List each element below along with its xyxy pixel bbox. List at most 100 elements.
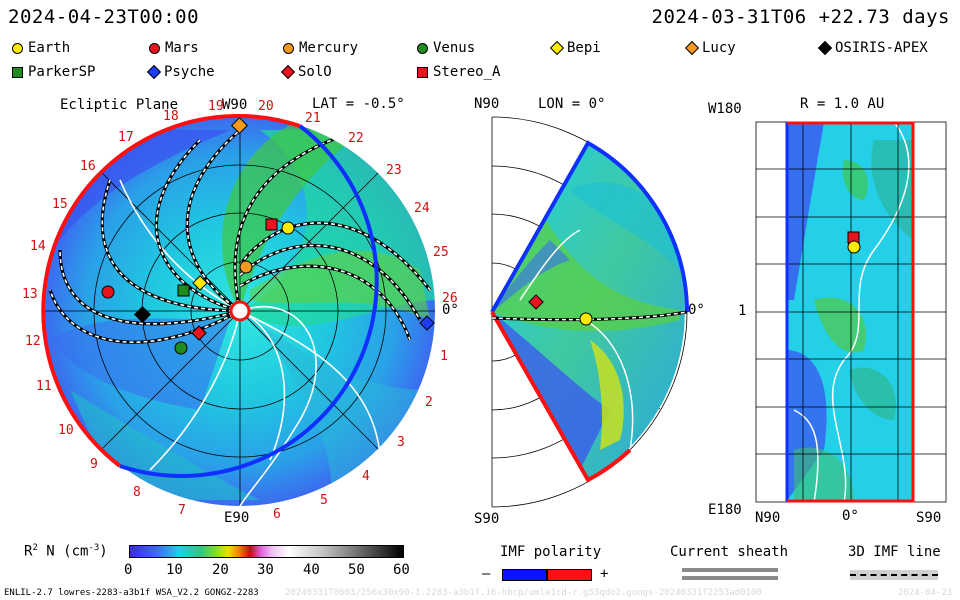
svg-text:2: 2 xyxy=(425,395,433,410)
imf-3d-title: 3D IMF line xyxy=(848,544,941,560)
svg-text:14: 14 xyxy=(30,239,46,254)
svg-text:4: 4 xyxy=(362,469,370,484)
current-sheath-title: Current sheath xyxy=(670,544,789,560)
map-grid xyxy=(755,121,947,503)
svg-text:13: 13 xyxy=(22,287,38,302)
imf-positive-swatch xyxy=(547,569,592,581)
model-time: 2024-04-23T00:00 xyxy=(8,6,200,28)
sun-icon xyxy=(229,300,251,322)
svg-text:9: 9 xyxy=(90,457,98,472)
solo-marker-icon xyxy=(280,64,296,80)
svg-text:11: 11 xyxy=(36,379,52,394)
run-time: 2024-03-31T06 +22.73 days xyxy=(651,6,950,28)
bepi-marker-icon xyxy=(549,40,565,56)
venus-marker-icon xyxy=(174,341,188,355)
svg-text:21: 21 xyxy=(305,111,321,126)
current-sheath-swatch-bottom xyxy=(682,576,778,580)
legend-osiris-apex: OSIRIS-APEX xyxy=(817,40,928,56)
ecliptic-plot: 1 2 3 4 5 6 7 8 9 10 11 12 13 14 15 16 1… xyxy=(22,99,458,522)
legend-solo: SolO xyxy=(280,64,332,80)
osiris-apex-marker-icon xyxy=(134,306,151,323)
meridional-top-label: N90 xyxy=(474,96,500,112)
ecliptic-boundary-positive xyxy=(41,114,301,468)
svg-text:17: 17 xyxy=(118,130,134,145)
svg-text:12: 12 xyxy=(25,334,41,349)
meridional-bottom-label: S90 xyxy=(474,511,500,527)
legend-parkersp: ParkerSP xyxy=(12,64,95,80)
mercury-marker-icon xyxy=(239,260,253,274)
solo-marker-icon xyxy=(191,325,207,341)
legend-venus: Venus xyxy=(417,40,475,56)
parkersp-marker-icon xyxy=(177,284,190,297)
svg-text:7: 7 xyxy=(178,503,186,518)
map-radius: R = 1.0 AU xyxy=(800,96,885,112)
footer-date: 2024-04-23 xyxy=(898,588,953,598)
svg-text:22: 22 xyxy=(348,131,364,146)
imf-minus: – xyxy=(482,566,491,582)
footer-run-info: ENLIL-2.7 lowres-2283-a3b1f WSA_V2.2 GON… xyxy=(4,588,259,598)
map-x-mid: 0° xyxy=(842,508,859,524)
imf-negative-swatch xyxy=(502,569,547,581)
svg-text:25: 25 xyxy=(433,245,449,260)
ecliptic-bottom-label: E90 xyxy=(224,510,250,526)
svg-text:23: 23 xyxy=(386,163,402,178)
map-plot xyxy=(755,121,947,503)
venus-marker-icon xyxy=(417,42,428,54)
psyche-marker-icon xyxy=(146,64,162,80)
meridional-boundary-positive xyxy=(490,311,632,483)
imf-polarity-title: IMF polarity xyxy=(500,544,602,560)
osiris-apex-marker-icon xyxy=(817,40,833,56)
svg-text:3: 3 xyxy=(397,435,405,450)
earth-marker-icon xyxy=(579,312,593,326)
svg-text:10: 10 xyxy=(58,423,74,438)
psyche-marker-icon xyxy=(419,315,435,331)
bepi-marker-icon xyxy=(192,275,208,291)
svg-text:19: 19 xyxy=(208,99,224,114)
svg-text:20: 20 xyxy=(258,99,274,114)
svg-text:5: 5 xyxy=(320,493,328,508)
ecliptic-title: Ecliptic Plane xyxy=(60,97,179,113)
svg-text:18: 18 xyxy=(163,109,179,124)
legend-bepi: Bepi xyxy=(549,40,601,56)
map-bottom-left: E180 xyxy=(708,502,742,518)
solo-marker-icon xyxy=(528,294,544,310)
imf-plus: + xyxy=(600,566,609,582)
legend-psyche: Psyche xyxy=(146,64,215,80)
legend-lucy: Lucy xyxy=(684,40,736,56)
svg-text:26: 26 xyxy=(442,291,458,306)
svg-text:6: 6 xyxy=(273,507,281,522)
ecliptic-top-label: W90 xyxy=(222,97,248,113)
svg-text:15: 15 xyxy=(52,197,68,212)
svg-text:1: 1 xyxy=(440,349,448,364)
svg-text:16: 16 xyxy=(80,159,96,174)
carrington-labels: 1 2 3 4 5 6 7 8 9 10 11 12 13 14 15 16 1… xyxy=(22,99,458,522)
ecliptic-boundary-negative xyxy=(119,124,379,478)
colorbar-ticks: 0 10 20 30 40 50 60 xyxy=(124,562,410,578)
ecliptic-right-label: 0° xyxy=(442,302,459,318)
map-x-right: S90 xyxy=(916,510,942,526)
meridional-plot xyxy=(490,116,689,508)
footer-run-id: 20240331T0603/256x30x90-1.2283-a3b1f,16-… xyxy=(285,588,762,598)
meridional-white-lines xyxy=(519,229,634,451)
legend-earth: Earth xyxy=(12,40,70,56)
parkersp-marker-icon xyxy=(12,66,23,78)
meridional-right-label: 0° xyxy=(688,302,705,318)
imf-3d-swatch xyxy=(850,570,938,580)
mars-marker-icon xyxy=(149,42,160,54)
map-x-left: N90 xyxy=(755,510,781,526)
legend-mars: Mars xyxy=(149,40,199,56)
ecliptic-imf-lines xyxy=(49,129,431,343)
mercury-marker-icon xyxy=(283,42,294,54)
stereo-a-marker-icon xyxy=(265,218,278,231)
svg-text:8: 8 xyxy=(133,485,141,500)
svg-text:24: 24 xyxy=(414,201,430,216)
legend-stereo-a: Stereo_A xyxy=(417,64,500,80)
earth-marker-icon xyxy=(847,240,861,254)
mars-marker-icon xyxy=(101,285,115,299)
stereo-a-marker-icon xyxy=(417,66,428,78)
lucy-marker-icon xyxy=(684,40,700,56)
colorbar-label: R2 N (cm-3) xyxy=(24,543,108,560)
colorbar xyxy=(129,545,404,558)
current-sheath-swatch-top xyxy=(682,568,778,572)
earth-marker-icon xyxy=(281,221,295,235)
